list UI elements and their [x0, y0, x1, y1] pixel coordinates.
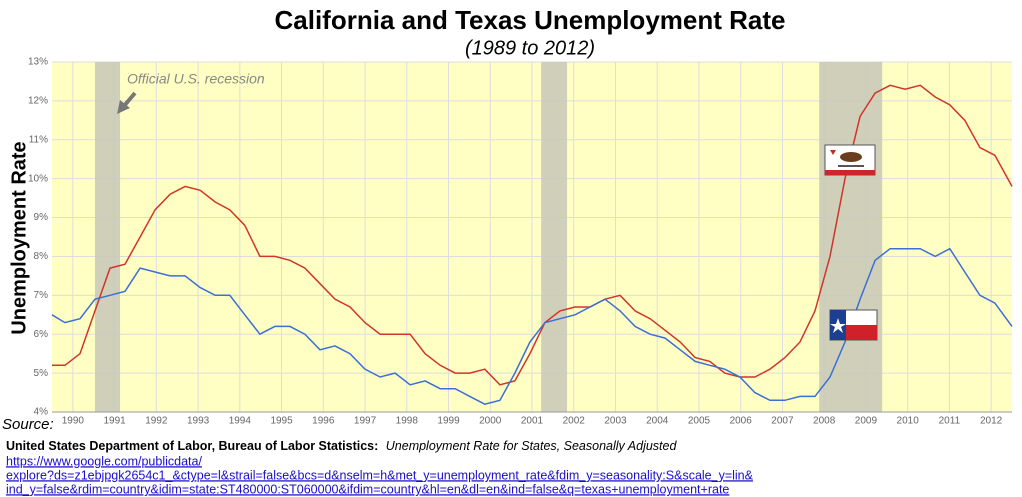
x-tick-label: 2011: [939, 416, 961, 427]
x-tick-label: 2010: [897, 416, 920, 427]
x-tick-label: 1996: [312, 416, 335, 427]
texas-flag: [829, 309, 878, 341]
source-link[interactable]: explore?ds=z1ebjpgk2654c1_&ctype=l&strai…: [6, 468, 754, 482]
annotation-arrow: [117, 91, 137, 114]
y-tick-label: 5%: [34, 368, 49, 379]
y-tick-label: 7%: [34, 290, 49, 301]
source-org: United States Department of Labor, Burea…: [6, 439, 378, 453]
x-tick-label: 1992: [145, 416, 168, 427]
y-tick-label: 10%: [28, 173, 48, 184]
chart-subtitle: (1989 to 2012): [465, 37, 595, 59]
y-tick-label: 11%: [29, 134, 48, 145]
source-link[interactable]: https://www.google.com/publicdata/: [6, 454, 202, 468]
x-tick-label: 2000: [479, 416, 502, 427]
source-dataset: Unemployment Rate for States, Seasonally…: [386, 439, 678, 453]
recessions: [94, 62, 883, 412]
x-tick-label: 1994: [229, 416, 252, 427]
y-tick-label: 4%: [34, 407, 49, 418]
x-tick-label: 1997: [354, 416, 377, 427]
x-tick-label: 1991: [103, 416, 126, 427]
y-axis-label: Unemployment Rate: [8, 141, 30, 334]
x-tick-label: 1995: [270, 416, 293, 427]
x-tick-label: 2008: [813, 416, 836, 427]
axes: 4% 5% 6% 7% 8% 9% 10% 11% 12% 13% 1990 1991 1992 1993…: [28, 57, 1012, 427]
recession-band: [94, 62, 121, 412]
x-tick-label: 1999: [437, 416, 460, 427]
x-tick-label: 2002: [563, 416, 586, 427]
x-tick-label: 2005: [688, 416, 711, 427]
x-tick-label: 2001: [521, 416, 544, 427]
x-tick-label: 2009: [855, 416, 878, 427]
y-tick-label: 6%: [34, 329, 49, 340]
source-line: United States Department of Labor, Burea…: [6, 439, 677, 453]
y-tick-label: 9%: [34, 212, 49, 223]
recession-band: [541, 62, 568, 412]
y-tick-label: 8%: [34, 251, 49, 262]
x-tick-label: 2003: [604, 416, 627, 427]
x-tick-label: 1998: [396, 416, 419, 427]
chart-title: California and Texas Unemployment Rate: [275, 5, 786, 35]
source-link[interactable]: ind_y=false&rdim=country&idim=state:ST48…: [6, 482, 729, 496]
x-tick-label: 2004: [646, 416, 669, 427]
x-tick-label: 2006: [730, 416, 753, 427]
annotation: Official U.S. recession: [127, 71, 265, 87]
source-links[interactable]: https://www.google.com/publicdata/explor…: [6, 454, 754, 496]
y-tick-label: 12%: [28, 96, 48, 107]
california-flag: [824, 144, 876, 176]
y-tick-label: 13%: [28, 57, 48, 68]
x-tick-label: 1993: [187, 416, 210, 427]
x-tick-label: 2007: [771, 416, 794, 427]
x-tick-label: 2012: [980, 416, 1003, 427]
source-label: Source:: [2, 416, 54, 433]
recession-band: [819, 62, 883, 412]
x-tick-label: 1990: [62, 416, 85, 427]
